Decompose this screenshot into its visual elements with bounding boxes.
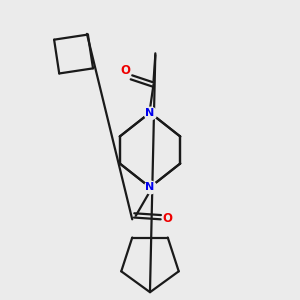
Text: O: O <box>121 64 130 77</box>
Text: O: O <box>162 212 172 225</box>
Text: N: N <box>146 108 154 118</box>
Text: N: N <box>146 182 154 192</box>
